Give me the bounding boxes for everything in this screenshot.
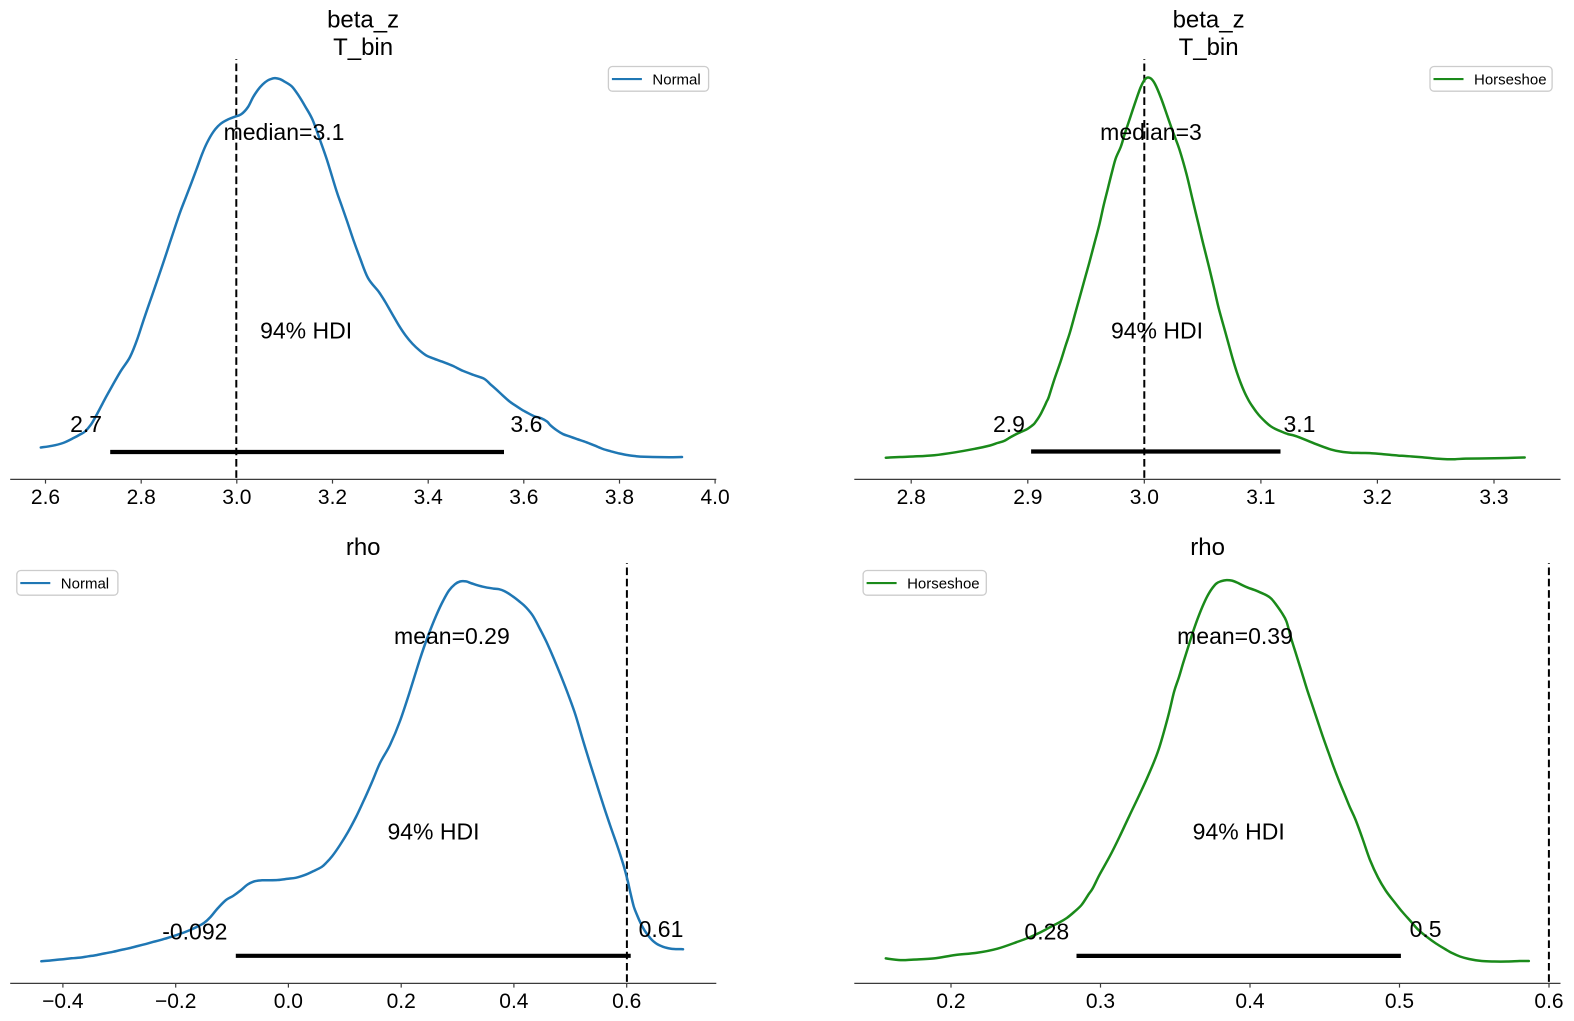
svg-text:3.8: 3.8 bbox=[605, 486, 634, 509]
svg-text:2.8: 2.8 bbox=[127, 486, 156, 509]
svg-text:mean=0.29: mean=0.29 bbox=[394, 623, 510, 649]
svg-text:Normal: Normal bbox=[61, 575, 109, 592]
svg-text:beta_z: beta_z bbox=[327, 7, 399, 34]
svg-text:0.6: 0.6 bbox=[612, 990, 641, 1013]
svg-text:2.9: 2.9 bbox=[1013, 486, 1042, 509]
svg-text:0.2: 0.2 bbox=[387, 990, 416, 1013]
svg-text:3.2: 3.2 bbox=[318, 486, 347, 509]
svg-text:0.5: 0.5 bbox=[1385, 990, 1414, 1013]
svg-text:94% HDI: 94% HDI bbox=[1111, 318, 1203, 344]
svg-text:2.9: 2.9 bbox=[993, 411, 1025, 437]
svg-text:0.3: 0.3 bbox=[1086, 990, 1115, 1013]
svg-text:beta_z: beta_z bbox=[1173, 7, 1245, 34]
svg-text:94% HDI: 94% HDI bbox=[387, 818, 479, 844]
svg-text:2.6: 2.6 bbox=[31, 486, 60, 509]
svg-text:0.5: 0.5 bbox=[1410, 916, 1442, 942]
svg-text:Normal: Normal bbox=[652, 71, 700, 88]
svg-text:0.28: 0.28 bbox=[1024, 919, 1069, 945]
svg-text:94% HDI: 94% HDI bbox=[260, 318, 352, 344]
svg-text:median=3.1: median=3.1 bbox=[224, 119, 345, 145]
svg-text:−0.4: −0.4 bbox=[42, 990, 84, 1013]
svg-text:0.0: 0.0 bbox=[274, 990, 303, 1013]
svg-text:94% HDI: 94% HDI bbox=[1193, 818, 1285, 844]
svg-text:T_bin: T_bin bbox=[1179, 34, 1239, 61]
svg-text:3.0: 3.0 bbox=[222, 486, 251, 509]
svg-text:0.4: 0.4 bbox=[1235, 990, 1265, 1013]
svg-text:3.1: 3.1 bbox=[1246, 486, 1275, 509]
svg-text:4.0: 4.0 bbox=[700, 486, 729, 509]
svg-text:3.4: 3.4 bbox=[414, 486, 444, 509]
svg-text:3.6: 3.6 bbox=[510, 411, 542, 437]
svg-text:Horseshoe: Horseshoe bbox=[1474, 71, 1547, 88]
svg-text:3.0: 3.0 bbox=[1130, 486, 1159, 509]
svg-text:2.7: 2.7 bbox=[70, 411, 102, 437]
svg-text:0.2: 0.2 bbox=[936, 990, 965, 1013]
svg-text:3.3: 3.3 bbox=[1479, 486, 1508, 509]
svg-text:mean=0.39: mean=0.39 bbox=[1177, 623, 1293, 649]
svg-text:3.1: 3.1 bbox=[1284, 411, 1316, 437]
svg-text:3.2: 3.2 bbox=[1363, 486, 1392, 509]
svg-text:rho: rho bbox=[1190, 534, 1225, 561]
svg-text:median=3: median=3 bbox=[1100, 119, 1202, 145]
svg-text:T_bin: T_bin bbox=[333, 34, 393, 61]
svg-text:-0.092: -0.092 bbox=[162, 919, 227, 945]
svg-text:3.6: 3.6 bbox=[509, 486, 538, 509]
svg-text:rho: rho bbox=[346, 534, 381, 561]
svg-text:0.61: 0.61 bbox=[639, 916, 684, 942]
svg-text:0.6: 0.6 bbox=[1534, 990, 1563, 1013]
svg-text:0.4: 0.4 bbox=[499, 990, 529, 1013]
svg-text:−0.2: −0.2 bbox=[155, 990, 196, 1013]
svg-text:Horseshoe: Horseshoe bbox=[907, 575, 980, 592]
svg-text:2.8: 2.8 bbox=[897, 486, 926, 509]
